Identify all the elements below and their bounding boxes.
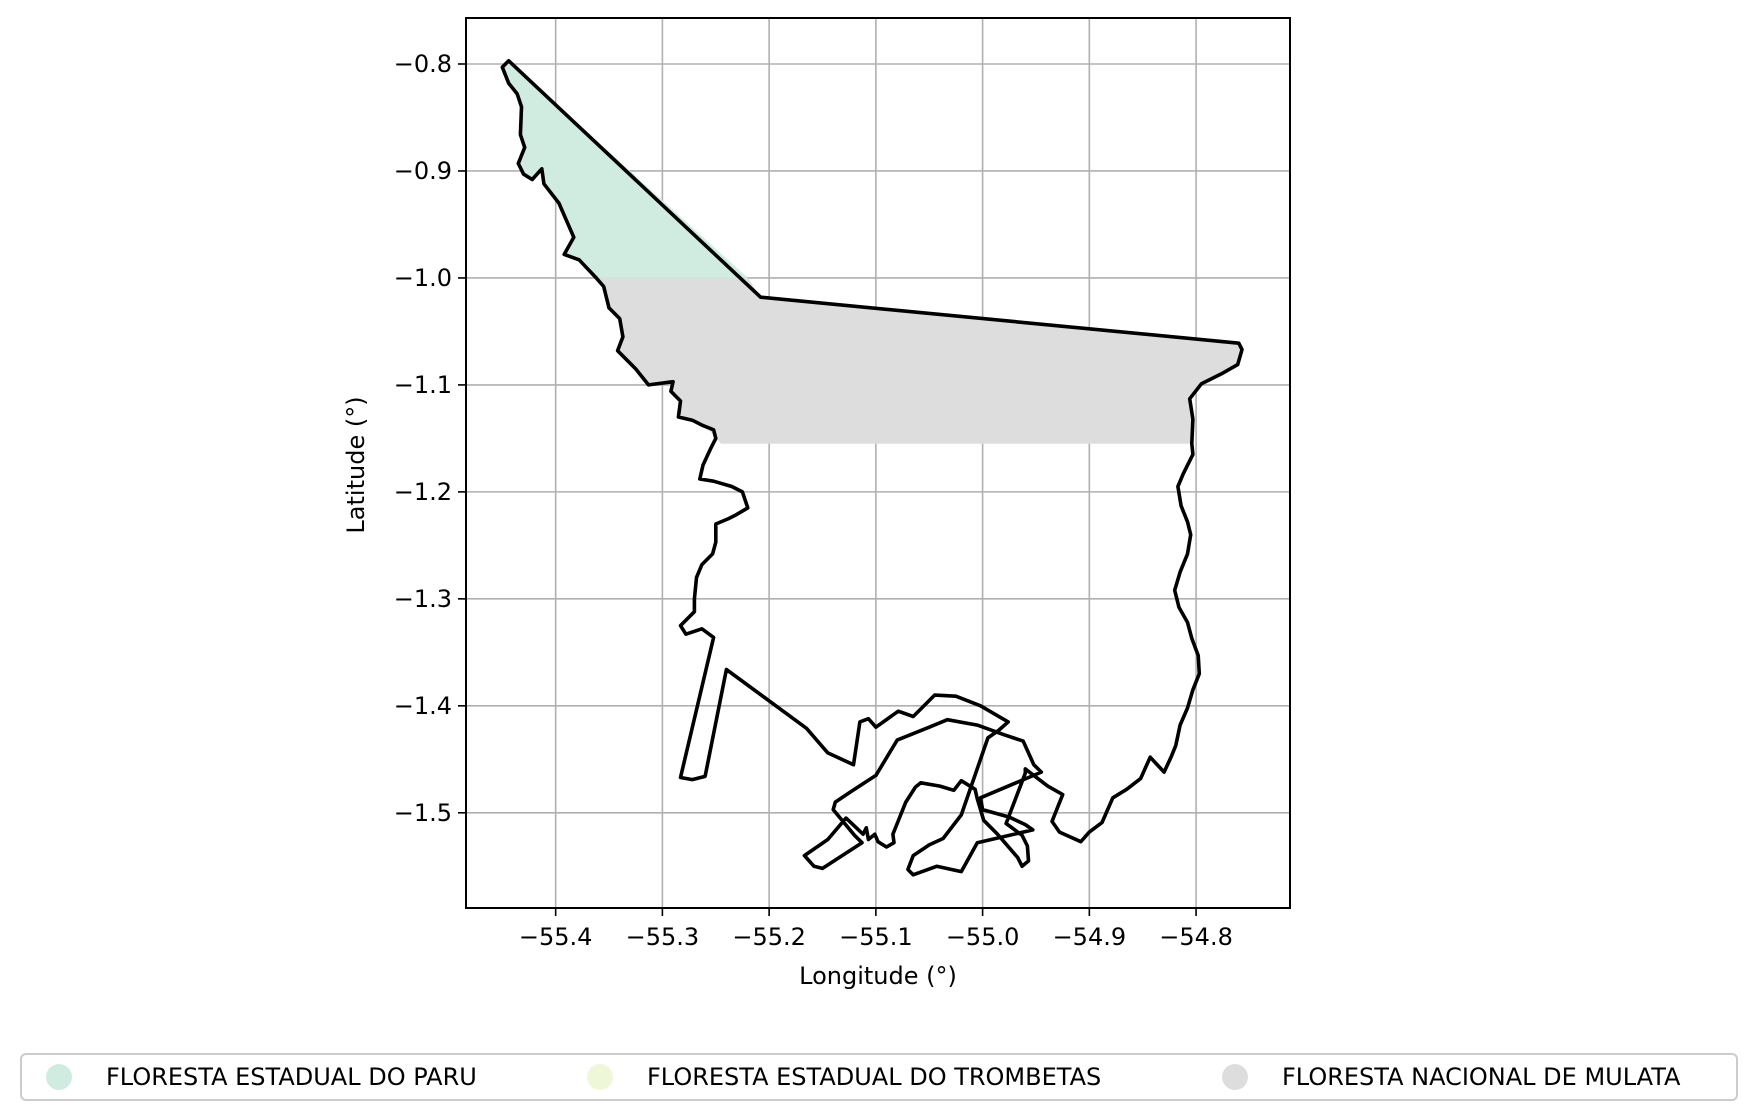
gridlines xyxy=(466,18,1290,908)
x-tick-label-3: −55.1 xyxy=(839,923,913,951)
x-axis-title: Longitude (°) xyxy=(799,962,957,990)
regions-layer xyxy=(502,60,1242,444)
x-tick-label-1: −55.3 xyxy=(626,923,700,951)
y-axis-title: Latitude (°) xyxy=(342,396,370,533)
y-tick-label-0: −0.8 xyxy=(394,50,452,78)
legend-item-paru: FLORESTA ESTADUAL DO PARU xyxy=(46,1055,477,1099)
area-boundary xyxy=(500,58,1244,877)
legend: FLORESTA ESTADUAL DO PARU FLORESTA ESTAD… xyxy=(20,1053,1738,1101)
legend-label-trombetas: FLORESTA ESTADUAL DO TROMBETAS xyxy=(647,1063,1102,1091)
legend-label-paru: FLORESTA ESTADUAL DO PARU xyxy=(106,1063,477,1091)
x-ticks: −55.4 −55.3 −55.2 −55.1 −55.0 −54.9 −54.8 xyxy=(519,908,1233,951)
x-tick-label-2: −55.2 xyxy=(732,923,806,951)
x-tick-label-5: −54.9 xyxy=(1053,923,1127,951)
x-tick-label-6: −54.8 xyxy=(1159,923,1233,951)
y-tick-label-4: −1.2 xyxy=(394,478,452,506)
legend-item-mulata: FLORESTA NACIONAL DE MULATA xyxy=(1222,1055,1680,1099)
legend-swatch-mulata xyxy=(1222,1064,1248,1090)
y-ticks: −0.8 −0.9 −1.0 −1.1 −1.2 −1.3 −1.4 −1.5 xyxy=(394,50,466,827)
x-tick-label-0: −55.4 xyxy=(519,923,593,951)
legend-label-mulata: FLORESTA NACIONAL DE MULATA xyxy=(1282,1063,1681,1091)
y-tick-label-5: −1.3 xyxy=(394,585,452,613)
x-tick-label-4: −55.0 xyxy=(946,923,1020,951)
legend-item-trombetas: FLORESTA ESTADUAL DO TROMBETAS xyxy=(587,1055,1101,1099)
legend-swatch-paru xyxy=(46,1064,72,1090)
y-tick-label-1: −0.9 xyxy=(394,157,452,185)
region-2 xyxy=(596,277,1242,444)
legend-swatch-trombetas xyxy=(587,1064,613,1090)
y-tick-label-7: −1.5 xyxy=(394,799,452,827)
boundary-layer xyxy=(500,58,1244,877)
y-tick-label-2: −1.0 xyxy=(394,264,452,292)
plot-frame xyxy=(465,17,1291,909)
y-tick-label-3: −1.1 xyxy=(394,371,452,399)
y-tick-label-6: −1.4 xyxy=(394,692,452,720)
